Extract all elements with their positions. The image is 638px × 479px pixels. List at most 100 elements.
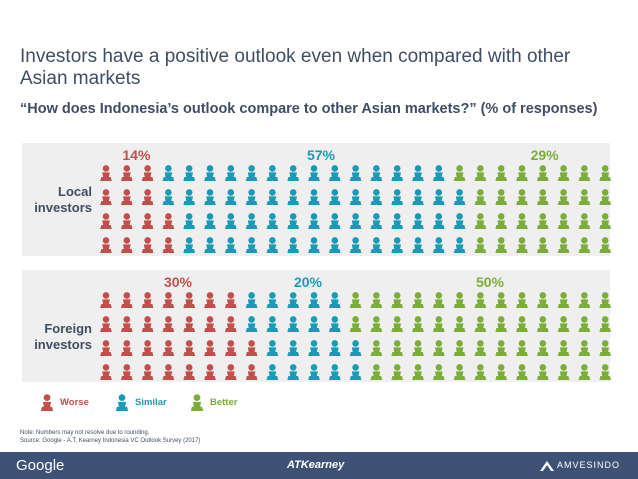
better-person-icon [433,340,445,356]
better-person-icon [370,292,383,308]
worse-person-icon [162,364,175,380]
similar-person-icon [225,165,237,181]
similar-person-icon [412,237,424,253]
worse-person-icon [204,364,216,380]
worse-person-icon [162,292,175,308]
better-person-icon [495,237,507,253]
google-logo: Google [16,457,65,474]
better-person-icon [474,213,487,229]
better-person-icon [516,237,528,253]
better-person-icon [537,316,549,332]
local-investors-worse-percent: 14% [122,147,151,163]
local-investors-label: Local investors [22,184,92,216]
similar-person-icon [308,189,320,205]
similar-person-icon [266,189,279,205]
worse-person-icon [100,340,112,356]
better-person-icon [370,340,383,356]
similar-person-icon [433,237,445,253]
legend-worse-label: Worse [60,397,89,408]
similar-person-icon [308,237,320,253]
worse-person-icon [141,237,154,253]
similar-person-icon [266,213,279,229]
better-person-icon [599,316,611,332]
worse-person-icon [121,364,133,380]
better-person-icon [474,292,487,308]
better-person-icon [349,292,362,308]
worse-person-icon [40,394,54,411]
similar-person-icon [183,237,195,253]
better-person-icon [537,189,549,205]
similar-person-icon [412,165,424,181]
better-person-icon [537,292,549,308]
similar-person-icon [266,292,279,308]
better-person-icon [557,340,570,356]
worse-person-icon [225,292,237,308]
worse-person-icon [121,213,133,229]
worse-person-icon [245,340,258,356]
similar-person-icon [287,189,299,205]
worse-person-icon [121,292,133,308]
worse-person-icon [100,213,112,229]
better-person-icon [412,340,424,356]
similar-person-icon [433,213,445,229]
better-person-icon [495,189,507,205]
similar-person-icon [162,165,175,181]
worse-person-icon [225,316,237,332]
better-person-icon [474,316,487,332]
worse-person-icon [204,340,216,356]
better-person-icon [453,165,466,181]
similar-person-icon [204,237,216,253]
similar-person-icon [287,165,299,181]
better-person-icon [391,340,403,356]
better-person-icon [474,165,487,181]
better-person-icon [516,316,528,332]
better-person-icon [391,364,403,380]
better-person-icon [557,165,570,181]
better-person-icon [433,316,445,332]
better-person-icon [516,340,528,356]
worse-person-icon [183,292,195,308]
similar-person-icon [287,292,299,308]
similar-person-icon [308,213,320,229]
worse-person-icon [121,165,133,181]
foreign-investors-similar-percent: 20% [294,274,323,290]
similar-person-icon [453,213,466,229]
similar-person-icon [391,189,403,205]
better-person-icon [349,316,362,332]
similar-person-icon [391,237,403,253]
similar-person-icon [391,165,403,181]
similar-person-icon [308,165,320,181]
better-person-icon [537,364,549,380]
legend-item-better: Better [190,394,237,411]
better-person-icon [557,213,570,229]
similar-person-icon [245,213,258,229]
better-person-icon [412,316,424,332]
similar-person-icon [453,237,466,253]
worse-person-icon [245,364,258,380]
similar-person-icon [266,165,279,181]
better-person-icon [474,340,487,356]
source-text: Source: Google - A.T. Kearney Indonesia … [20,438,201,444]
better-person-icon [516,292,528,308]
similar-person-icon [433,189,445,205]
worse-person-icon [183,316,195,332]
similar-person-icon [183,165,195,181]
note-text: Note: Numbers may not resolve due to rou… [20,430,150,436]
similar-person-icon [287,364,299,380]
better-person-icon [495,316,507,332]
better-person-icon [557,364,570,380]
better-person-icon [474,364,487,380]
similar-person-icon [204,189,216,205]
similar-person-icon [412,189,424,205]
better-person-icon [578,165,591,181]
similar-person-icon [308,364,320,380]
legend-item-worse: Worse [40,394,89,411]
better-person-icon [516,189,528,205]
foreign-investors-label: Foreign investors [22,321,92,353]
atkearney-logo: ATKearney [287,459,345,471]
better-person-icon [557,292,570,308]
pictogram-chart: 14% 57% 29% 30% 20% 50% [100,147,611,380]
similar-person-icon [225,189,237,205]
similar-person-icon [287,213,299,229]
legend-better-label: Better [210,397,238,408]
